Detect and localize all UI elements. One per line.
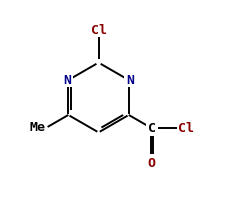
Text: Me: Me bbox=[30, 121, 46, 134]
Text: N: N bbox=[126, 74, 134, 86]
Text: C: C bbox=[148, 121, 156, 134]
Text: Cl: Cl bbox=[91, 24, 107, 37]
Text: O: O bbox=[147, 156, 155, 169]
Text: Cl: Cl bbox=[178, 122, 194, 135]
Text: N: N bbox=[63, 74, 71, 86]
